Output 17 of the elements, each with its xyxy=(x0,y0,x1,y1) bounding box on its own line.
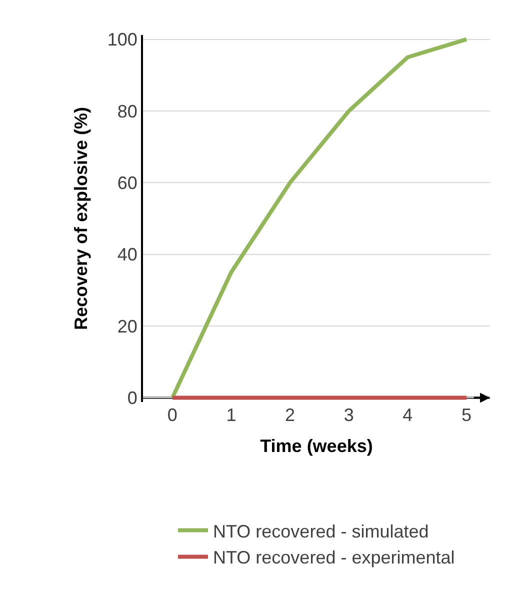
y-axis-title: Recovery of explosive (%) xyxy=(71,106,92,330)
y-tick-label: 80 xyxy=(117,101,138,122)
line-series xyxy=(170,37,468,400)
x-axis-title: Time (weeks) xyxy=(260,436,373,456)
x-tick-label: 2 xyxy=(285,405,296,425)
legend-label: NTO recovered - experimental xyxy=(213,548,455,568)
x-tick-label: 0 xyxy=(167,405,178,425)
x-tick-label: 5 xyxy=(461,405,472,425)
y-tick-label: 40 xyxy=(117,244,138,265)
legend-label: NTO recovered - simulated xyxy=(213,521,429,542)
y-tick-label: 20 xyxy=(117,316,138,336)
y-tick-label: 0 xyxy=(127,388,138,408)
x-tick-label: 4 xyxy=(402,405,413,425)
x-tick-label: 3 xyxy=(344,405,354,425)
y-tick-label: 60 xyxy=(117,172,138,193)
y-tick-label: 100 xyxy=(107,30,138,50)
x-tick-label: 1 xyxy=(226,405,236,425)
